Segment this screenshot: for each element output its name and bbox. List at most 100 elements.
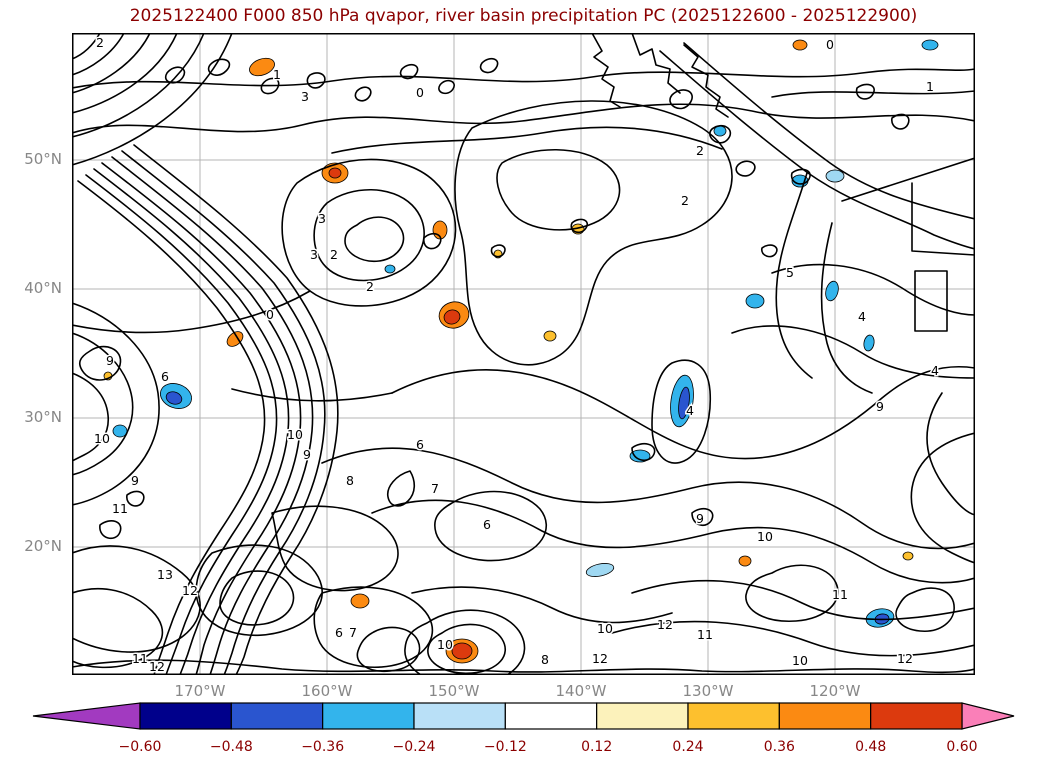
contour-label: 10 (597, 621, 613, 636)
contour-line (669, 89, 756, 177)
contour-label: 8 (346, 473, 354, 488)
contour-label: 11 (112, 501, 128, 516)
contour-label: 6 (483, 517, 491, 532)
anomaly-patch (738, 555, 752, 567)
contour-label: 11 (697, 627, 713, 642)
contour-label: 6 (335, 625, 343, 640)
contour-line (771, 263, 975, 316)
colorbar-segment (687, 702, 780, 730)
colorbar-tick-label: 0.60 (946, 739, 977, 755)
contour-line (271, 505, 399, 592)
contour-line (926, 392, 975, 516)
anomaly-patch (678, 386, 690, 420)
anomaly-shading (103, 39, 939, 664)
contour-line (72, 332, 134, 476)
contour-label: 12 (182, 583, 198, 598)
contour-line (231, 388, 393, 402)
contour-line (72, 33, 233, 166)
contour-label: 3 (318, 211, 326, 226)
colorbar: −0.60 −0.48 −0.36 −0.24 −0.12 0.12 0.24 0.36 0.4… (32, 702, 1015, 755)
contour-line (651, 359, 712, 464)
contour-label: 7 (431, 481, 439, 496)
anomaly-patch (226, 331, 244, 347)
contour-label: 6 (161, 369, 169, 384)
contour-line (111, 156, 314, 675)
anomaly-patch (451, 642, 473, 660)
contour-line (72, 33, 101, 60)
contour-line (591, 33, 621, 108)
contour-line (72, 103, 975, 134)
colorbar-segment (139, 702, 232, 730)
anomaly-patch (543, 330, 557, 342)
colorbar-tick-label: 0.36 (764, 739, 795, 755)
contour-label: 7 (349, 625, 357, 640)
contour-label: 1 (926, 79, 934, 94)
colorbar-tick-label: 0.24 (672, 739, 703, 755)
anomaly-patch (825, 280, 839, 302)
contour-line (454, 100, 733, 366)
colorbar-segment (230, 702, 324, 730)
contour-label: 4 (686, 403, 694, 418)
contour-label: 2 (681, 193, 689, 208)
contour-label: 9 (131, 473, 139, 488)
contour-label: 9 (876, 399, 884, 414)
contour-line (611, 620, 975, 657)
contour-line (72, 290, 311, 334)
x-tick-label: 170°W (174, 682, 226, 700)
colorbar-segment (870, 702, 963, 730)
contour-line (72, 372, 109, 462)
contour-line (164, 57, 499, 102)
gridlines (72, 33, 975, 675)
contour-label: 6 (416, 437, 424, 452)
contour-line (72, 33, 125, 76)
contour-line (371, 499, 975, 584)
contour-line (93, 168, 290, 675)
contour-line (72, 302, 160, 506)
contour-line (427, 623, 507, 674)
contour-line (101, 162, 302, 675)
contour-line (313, 188, 425, 282)
colorbar-tick-label: 0.48 (855, 739, 886, 755)
colorbar-tick-label: −0.48 (210, 739, 253, 755)
chart-title: 2025122400 F000 850 hPa qvapor, river ba… (129, 6, 918, 26)
colorbar-segment (504, 702, 598, 730)
contour-line (281, 158, 457, 307)
contour-line (820, 222, 873, 394)
contour-line (72, 587, 164, 669)
contour-line (771, 90, 975, 98)
colorbar-tick-label: −0.12 (484, 739, 527, 755)
colorbar-extend-left-arrow (32, 702, 141, 730)
contour-label: 11 (132, 651, 148, 666)
x-tick-label: 160°W (301, 682, 353, 700)
contour-line (391, 365, 975, 460)
contour-label: 10 (757, 529, 773, 544)
contour-line (195, 544, 323, 637)
contour-line (434, 490, 547, 562)
contour-line (496, 148, 621, 231)
contour-line (72, 68, 975, 89)
colorbar-tick-label: −0.36 (301, 739, 344, 755)
anomaly-patch (629, 449, 651, 463)
anomaly-patch (792, 39, 808, 51)
anomaly-patch (443, 309, 461, 325)
contour-line (775, 172, 813, 379)
map-plot-area: 2 1 3 0 0 1 2 2 3 3 2 2 0 9 6 10 9 11 10 9 8 6 7 6 4 5 4 4 9 9 10 11 13 1… (72, 33, 975, 675)
anomaly-patch (249, 57, 275, 77)
contour-line (631, 579, 975, 621)
contour-line (133, 144, 339, 675)
contour-line (72, 33, 178, 114)
contour-label: 0 (266, 307, 274, 322)
contour-label: 2 (96, 35, 104, 50)
anomaly-patch (902, 551, 914, 561)
contour-line (72, 33, 205, 138)
contour-label: 4 (858, 309, 866, 324)
contour-line (72, 33, 151, 94)
contour-label: 10 (287, 427, 303, 442)
contour-line (313, 586, 434, 669)
contour-label: 8 (541, 652, 549, 667)
contour-line (121, 150, 326, 675)
contour-label: 9 (696, 511, 704, 526)
contour-line (321, 447, 975, 550)
colorbar-segment (413, 702, 506, 730)
